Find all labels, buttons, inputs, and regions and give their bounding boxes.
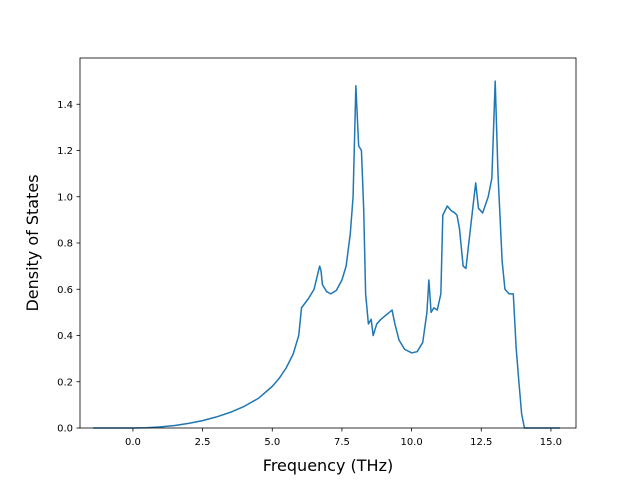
x-tick-label: 15.0 (540, 437, 562, 448)
plot-area-frame (79, 57, 577, 429)
y-tick-label: 1.4 (57, 100, 73, 111)
y-tick-label: 1.2 (57, 146, 73, 157)
y-tick-label: 0.0 (57, 424, 73, 435)
x-tick-label: 2.5 (195, 437, 211, 448)
dos-series-line (93, 80, 561, 429)
y-tick-label: 1.0 (57, 192, 73, 203)
x-tick-label: 7.5 (334, 437, 350, 448)
y-tick-label: 0.2 (57, 377, 73, 388)
x-axis-label: Frequency (THz) (263, 456, 393, 475)
x-tick-label: 12.5 (470, 437, 492, 448)
y-tick-label: 0.6 (57, 285, 73, 296)
x-tick-label: 10.0 (400, 437, 422, 448)
x-tick-label: 0.0 (125, 437, 141, 448)
y-axis-label: Density of States (23, 174, 42, 311)
y-tick-label: 0.8 (57, 239, 73, 250)
y-tick-label: 0.4 (57, 331, 73, 342)
x-axis-ticks: 0.0 2.5 5.0 7.5 10.0 12.5 15.0 (125, 428, 562, 448)
x-tick-label: 5.0 (264, 437, 280, 448)
y-axis-ticks: 0.0 0.2 0.4 0.6 0.8 1.0 1.2 1.4 (57, 100, 80, 435)
